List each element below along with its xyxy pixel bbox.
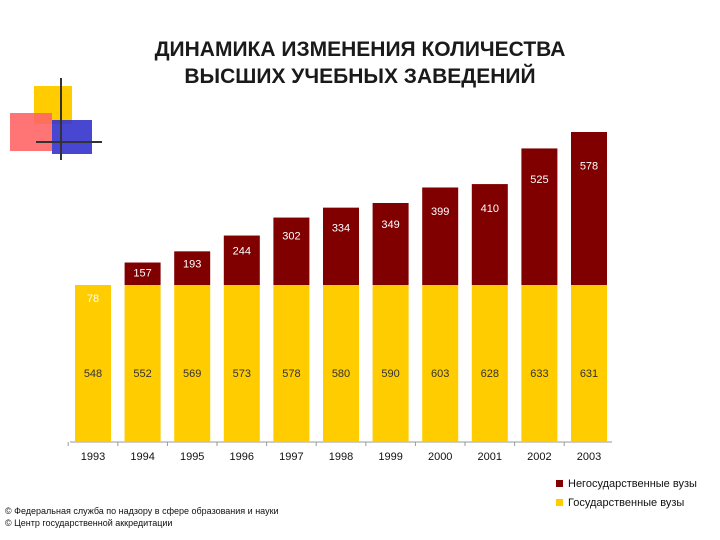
label-nonstate-1993: 78	[87, 293, 99, 305]
label-nonstate-2002: 525	[530, 174, 548, 186]
label-state-1997: 578	[282, 368, 300, 380]
source-line-1: © Федеральная служба по надзору в сфере …	[5, 506, 279, 516]
bar-nonstate-2003	[571, 132, 607, 285]
bar-nonstate-1997	[273, 217, 310, 285]
tick-label-1995: 1995	[180, 451, 204, 463]
legend-item-nonstate: Негосударственные вузы	[556, 474, 697, 493]
bar-state-1996	[223, 285, 260, 442]
label-state-1994: 552	[133, 368, 151, 380]
bars-group	[75, 132, 607, 442]
legend: Негосударственные вузы Государственные в…	[556, 474, 697, 512]
tick-label-1996: 1996	[230, 451, 254, 463]
label-state-2001: 628	[481, 368, 499, 380]
bar-state-1998	[323, 285, 359, 442]
label-nonstate-2000: 399	[431, 206, 449, 218]
decor-horizontal-line	[36, 141, 102, 143]
bar-state-1999	[372, 285, 409, 442]
legend-swatch-state	[556, 499, 563, 506]
decor-blue-square	[52, 120, 92, 154]
tick-label-2000: 2000	[428, 451, 452, 463]
label-state-2003: 631	[580, 368, 598, 380]
data-labels-group: 548 78 552 157 569 193 573 244 578 302 580 334 590 34…	[84, 161, 598, 380]
bar-state-1994	[124, 285, 161, 442]
bar-state-2000	[422, 285, 459, 442]
bar-state-2003	[571, 285, 607, 442]
title-line-2: ВЫСШИХ УЧЕБНЫХ ЗАВЕДЕНИЙ	[184, 65, 536, 88]
bar-nonstate-2001	[471, 184, 508, 285]
bar-nonstate-1998	[323, 207, 359, 285]
bar-state-2002	[521, 285, 558, 442]
x-axis-ticks: 1993 1994 1995 1996 1997 1998 1999 2000 2001 2002…	[67, 442, 601, 463]
label-state-1993: 548	[84, 368, 102, 380]
tick-label-1997: 1997	[279, 451, 303, 463]
title-line-1: ДИНАМИКА ИЗМЕНЕНИЯ КОЛИЧЕСТВА	[154, 38, 566, 61]
bar-state-1993	[75, 285, 111, 442]
tick-label-1998: 1998	[329, 451, 353, 463]
decor-vertical-line	[60, 78, 62, 160]
label-nonstate-1995: 193	[183, 258, 201, 270]
tick-label-2001: 2001	[478, 451, 502, 463]
bar-state-1995	[174, 285, 211, 442]
tick-label-2003: 2003	[577, 451, 601, 463]
tick-label-1994: 1994	[130, 451, 154, 463]
tick-label-1993: 1993	[81, 451, 105, 463]
label-nonstate-1994: 157	[133, 268, 151, 280]
legend-label-state: Государственные вузы	[568, 496, 685, 509]
label-nonstate-1996: 244	[233, 245, 251, 257]
bar-nonstate-2000	[422, 187, 459, 285]
legend-item-state: Государственные вузы	[556, 493, 697, 512]
label-state-1996: 573	[233, 368, 251, 380]
label-nonstate-2003: 578	[580, 161, 598, 173]
label-nonstate-1999: 349	[381, 219, 399, 231]
legend-swatch-nonstate	[556, 480, 563, 487]
bar-state-1997	[273, 285, 310, 442]
bar-nonstate-1999	[372, 202, 409, 285]
decor-red-square	[10, 113, 52, 151]
label-nonstate-2001: 410	[481, 203, 499, 215]
source-note: © Федеральная служба по надзору в сфере …	[5, 505, 279, 529]
bar-nonstate-1994	[124, 262, 161, 285]
label-nonstate-1998: 334	[332, 223, 350, 235]
bar-nonstate-1995	[174, 251, 211, 285]
bar-state-2001	[471, 285, 508, 442]
source-line-2: © Центр государственной аккредитации	[5, 518, 173, 528]
tick-label-2002: 2002	[527, 451, 551, 463]
tick-label-1999: 1999	[378, 451, 402, 463]
page-title: ДИНАМИКА ИЗМЕНЕНИЯ КОЛИЧЕСТВА ВЫСШИХ УЧЕ…	[0, 36, 720, 90]
legend-label-nonstate: Негосударственные вузы	[568, 477, 697, 490]
label-state-2000: 603	[431, 368, 449, 380]
label-state-2002: 633	[530, 368, 548, 380]
bar-nonstate-1996	[223, 235, 260, 285]
bar-nonstate-2002	[521, 148, 558, 285]
label-state-1995: 569	[183, 368, 201, 380]
label-nonstate-1997: 302	[282, 231, 300, 243]
label-state-1998: 580	[332, 368, 350, 380]
label-state-1999: 590	[381, 368, 399, 380]
